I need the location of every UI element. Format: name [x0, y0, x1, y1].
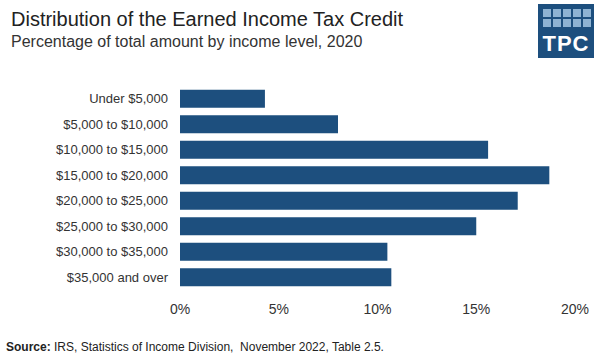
- svg-text:0%: 0%: [170, 301, 190, 317]
- svg-text:20%: 20%: [561, 301, 589, 317]
- svg-text:$20,000 to $25,000: $20,000 to $25,000: [56, 193, 168, 208]
- svg-text:Percentage of total amount by: Percentage of total amount by income lev…: [11, 33, 362, 50]
- svg-text:15%: 15%: [462, 301, 490, 317]
- svg-text:$35,000 and over: $35,000 and over: [67, 270, 169, 285]
- svg-text:IRS, Statistics of Income Divi: IRS, Statistics of Income Division, Nove…: [51, 340, 384, 354]
- svg-text:$10,000 to $15,000: $10,000 to $15,000: [56, 142, 168, 157]
- svg-text:Under $5,000: Under $5,000: [89, 91, 168, 106]
- svg-text:Source:: Source:: [6, 340, 51, 354]
- svg-text:10%: 10%: [363, 301, 391, 317]
- svg-text:$5,000 to $10,000: $5,000 to $10,000: [63, 117, 168, 132]
- svg-text:$15,000 to $20,000: $15,000 to $20,000: [56, 168, 168, 183]
- svg-text:$30,000 to $35,000: $30,000 to $35,000: [56, 244, 168, 259]
- svg-text:$25,000 to $30,000: $25,000 to $30,000: [56, 219, 168, 234]
- svg-text:Distribution of the Earned Inc: Distribution of the Earned Income Tax Cr…: [11, 8, 403, 30]
- html-text:TPC: TPC: [542, 31, 590, 56]
- svg-text:5%: 5%: [269, 301, 289, 317]
